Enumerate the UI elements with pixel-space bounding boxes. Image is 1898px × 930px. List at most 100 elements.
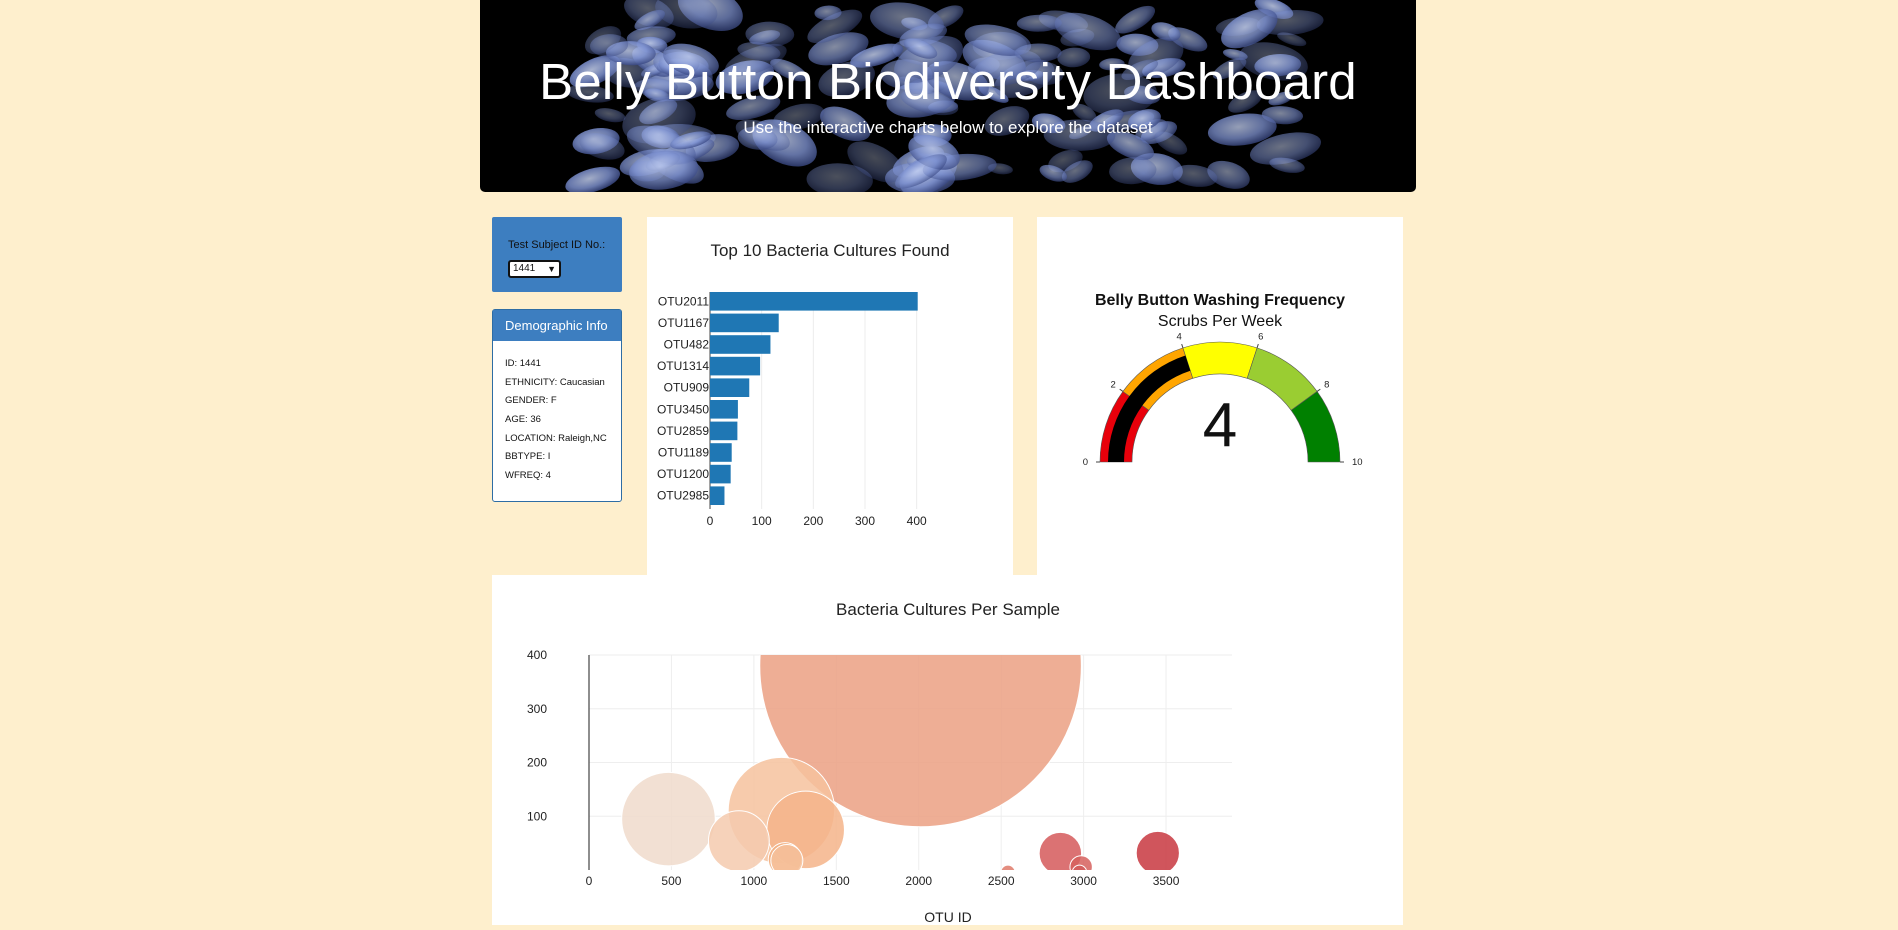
demographic-item: AGE: 36 [505, 414, 541, 426]
bacteria-cell-shape [807, 9, 863, 44]
bacteria-cell-shape [1109, 157, 1157, 185]
bubble-otu-1200[interactable] [770, 844, 804, 877]
bacteria-cell-shape [1221, 9, 1278, 49]
subject-id-value: 1441 [513, 263, 536, 274]
bubble-otu-833[interactable] [724, 879, 728, 883]
bacteria-cell-shape [818, 61, 875, 98]
bubble-ytick-label: 400 [527, 648, 547, 662]
bar-category-label: OTU1167 [658, 316, 709, 330]
bar-chart-card: Top 10 Bacteria Cultures Found OTU2011 OT… [647, 217, 1013, 575]
bar-xtick-label: 200 [803, 514, 823, 528]
gauge-step-4 [1290, 391, 1341, 463]
bubble-otu-2011[interactable] [759, 575, 1082, 828]
bar-otu909[interactable] [710, 378, 750, 397]
bar-otu1200[interactable] [710, 464, 731, 484]
bacteria-cell-shape [820, 106, 871, 142]
bar-category-label: OTU482 [664, 338, 710, 352]
subject-selector-panel: Test Subject ID No.: 1441 ▼ [492, 217, 622, 292]
bar-category-label: OTU1189 [658, 446, 709, 460]
bacteria-cell-shape [1249, 132, 1322, 165]
demographic-item: WFREQ: 4 [505, 470, 551, 482]
gauge-tick [1119, 388, 1124, 392]
bubble-xtick-label: 0 [586, 874, 593, 888]
bacteria-cell-shape [634, 9, 665, 31]
bar-xtick-label: 300 [855, 514, 875, 528]
bar-xtick-label: 0 [707, 514, 714, 528]
bacteria-cell-shape [1127, 109, 1161, 131]
gauge-tick-label: 6 [1258, 331, 1263, 342]
bubble-otu-1793[interactable] [883, 879, 887, 883]
bar-otu1189[interactable] [710, 443, 732, 462]
bar-chart-title: Top 10 Bacteria Cultures Found [710, 241, 949, 260]
bacteria-cell-shape [1151, 22, 1181, 41]
bacteria-cell-shape [1014, 43, 1062, 63]
bacteria-cell-shape [1083, 73, 1157, 116]
bubble-otu-2975[interactable] [1072, 864, 1087, 879]
bar-otu2011[interactable] [710, 292, 918, 311]
subject-id-dropdown[interactable]: 1441 ▼ [508, 260, 561, 278]
bar-otu2859[interactable] [710, 421, 738, 441]
gauge-tick [1316, 388, 1321, 392]
bacteria-cell-shape [895, 154, 947, 189]
bar-category-label: OTU1200 [657, 467, 709, 481]
bubble-otu-800[interactable] [719, 879, 723, 883]
bubble-otu-2220[interactable] [953, 879, 957, 883]
bubble-otu-2541[interactable] [1000, 864, 1016, 879]
bacteria-cell-shape [735, 119, 790, 151]
bacteria-cell-shape [655, 0, 718, 29]
demographic-list: ID: 1441 ETHNICITY: Caucasian GENDER: F … [493, 341, 621, 486]
bubble-otu-1108[interactable] [769, 875, 775, 881]
bacteria-cell-shape [1099, 58, 1125, 71]
bacteria-cell-shape [847, 141, 904, 183]
bubble-otu-2859[interactable] [1038, 831, 1083, 874]
gauge-tick-label: 8 [1324, 379, 1329, 390]
bubble-xtick-label: 2500 [988, 874, 1015, 888]
bubble-chart-title: Bacteria Cultures Per Sample [836, 600, 1060, 619]
gauge-tick [1181, 343, 1184, 349]
demographic-item: GENDER: F [505, 395, 557, 407]
bacteria-cell-shape [1207, 160, 1250, 189]
bacteria-cell-shape [1054, 12, 1121, 51]
bacteria-cell-shape [1016, 14, 1062, 32]
bacteria-cell-shape [850, 43, 903, 68]
bubble-otu-482[interactable] [621, 771, 716, 867]
bubble-otu-3363[interactable] [1141, 879, 1145, 883]
bubble-otu-3450[interactable] [1135, 830, 1180, 874]
bubble-otu-909[interactable] [707, 810, 770, 872]
bar-otu2985[interactable] [710, 486, 725, 505]
bacteria-cell-shape [1268, 91, 1294, 106]
bubble-xtick-label: 500 [661, 874, 681, 888]
bar-otu482[interactable] [710, 335, 771, 354]
bar-category-label: OTU909 [664, 381, 710, 395]
subject-selector-label: Test Subject ID No.: [508, 239, 606, 251]
bacteria-cell-shape [566, 84, 614, 103]
bar-otu1167[interactable] [710, 313, 779, 333]
bacteria-background-image [565, 0, 1324, 192]
bubble-xaxis-label: OTU ID [924, 909, 971, 925]
bubble-chart: Bacteria Cultures Per Sample 100 200 300 40… [527, 575, 1232, 925]
bacteria-cell-shape [984, 106, 1030, 136]
bubble-otu-2100[interactable] [933, 879, 937, 883]
bacteria-cell-shape [1207, 113, 1277, 146]
gauge-tick-label: 4 [1177, 331, 1182, 342]
bubble-otu-2761[interactable] [1042, 876, 1047, 881]
bubble-otu-1340[interactable] [808, 876, 813, 881]
bubble-otu-1210[interactable] [785, 875, 791, 881]
bar-category-label: OTU2011 [658, 294, 709, 308]
bacteria-cell-shape [629, 150, 699, 190]
bubble-otu-3642[interactable] [1187, 875, 1193, 881]
bacteria-cell-shape [589, 34, 629, 57]
bar-otu1314[interactable] [710, 356, 761, 376]
gauge-value-number: 4 [1203, 391, 1237, 460]
washing-frequency-gauge: Belly Button Washing Frequency Scrubs Pe… [1083, 292, 1363, 468]
gauge-subtitle: Scrubs Per Week [1158, 313, 1283, 330]
bacteria-cell-shape [579, 133, 625, 160]
bar-otu3450[interactable] [710, 400, 738, 419]
bacteria-cell-shape [773, 103, 825, 131]
bubble-otu-2330[interactable] [971, 878, 975, 882]
bubble-otu-2733[interactable] [1038, 877, 1042, 881]
gauge-tick-label: 0 [1083, 457, 1088, 468]
bacteria-cell-shape [1239, 42, 1308, 81]
bacteria-cell-shape [1061, 160, 1093, 183]
bacteria-cell-shape [726, 95, 781, 121]
